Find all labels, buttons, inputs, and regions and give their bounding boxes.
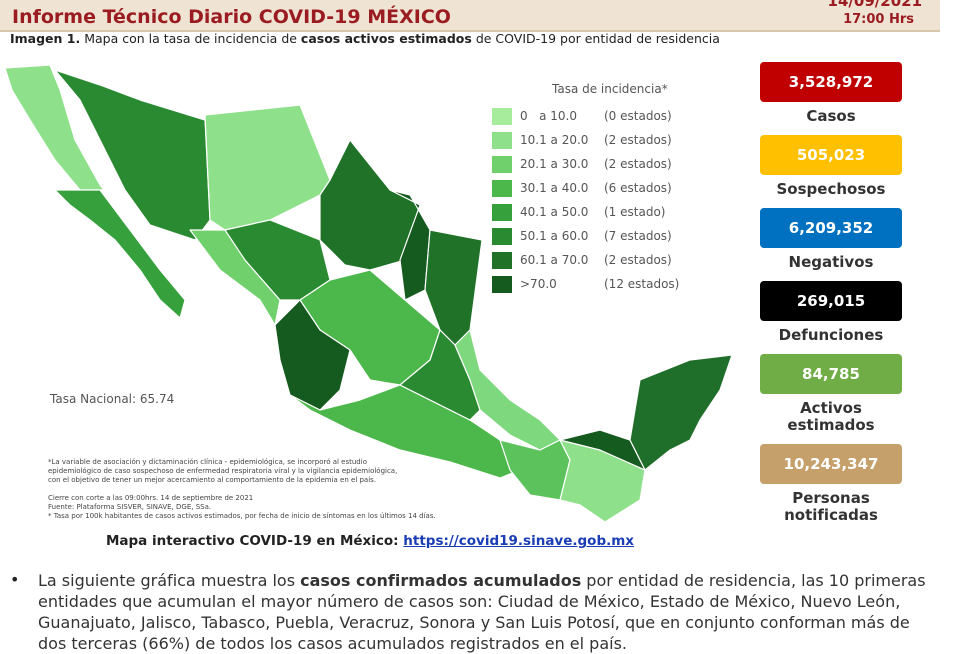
text-segment: casos activos estimados bbox=[300, 31, 472, 46]
legend-count: (2 estados) bbox=[604, 133, 672, 147]
legend-row: 20.1 a 30.0 (2 estados) bbox=[492, 152, 692, 176]
legend-items: 0 a 10.0 (0 estados) 10.1 a 20.0 (2 estados… bbox=[492, 104, 692, 296]
note-line: Fuente: Plataforma SISVER, SINAVE, DGE, … bbox=[48, 503, 212, 511]
note-line: epidemiológico de caso sospechoso de enf… bbox=[48, 467, 398, 475]
text-segment: La siguiente gráfica muestra los bbox=[38, 571, 301, 590]
note-line: con el objetivo de tener un mejor acerca… bbox=[48, 476, 377, 484]
stat-label-line: Personas bbox=[792, 489, 870, 507]
paragraph: La siguiente gráfica muestra los casos c… bbox=[38, 570, 938, 654]
legend-count: (7 estados) bbox=[604, 229, 672, 243]
legend-swatch bbox=[492, 275, 512, 293]
legend-count: (0 estados) bbox=[604, 109, 672, 123]
legend-range: 30.1 a 40.0 bbox=[520, 181, 589, 195]
legend-range: 0 a 10.0 bbox=[520, 109, 577, 123]
state-shape bbox=[389, 189, 431, 301]
mexico-map bbox=[4, 64, 733, 523]
stat-label: Personas notificadas bbox=[760, 490, 902, 524]
stat-label-line: Activos bbox=[800, 399, 862, 417]
note-line: * Tasa por 100k habitantes de casos acti… bbox=[48, 512, 436, 520]
text-segment: Imagen 1. bbox=[10, 31, 81, 46]
text-segment: Mapa con la tasa de incidencia de bbox=[80, 31, 301, 46]
report-time: 17:00 Hrs bbox=[843, 12, 914, 27]
legend-row: 40.1 a 50.0 (1 estado) bbox=[492, 200, 692, 224]
stat-label: Negativos bbox=[760, 254, 902, 271]
state-shape bbox=[4, 64, 105, 191]
stat-box: 10,243,347 bbox=[760, 444, 902, 484]
state-shape bbox=[54, 189, 186, 319]
map-legend: Tasa de incidencia* 0 a 10.0 (0 estados) 1… bbox=[492, 82, 692, 296]
state-shape bbox=[204, 104, 331, 231]
legend-title: Tasa de incidencia* bbox=[552, 82, 668, 96]
legend-range: >70.0 bbox=[520, 277, 557, 291]
text-segment: casos confirmados acumulados bbox=[300, 571, 582, 590]
legend-range: 60.1 a 70.0 bbox=[520, 253, 589, 267]
legend-swatch bbox=[492, 203, 512, 221]
stat-label: Casos bbox=[760, 108, 902, 125]
legend-swatch bbox=[492, 179, 512, 197]
map-notes: *La variable de asociación y dictaminaci… bbox=[48, 458, 436, 521]
state-shape bbox=[319, 139, 421, 271]
legend-row: 50.1 a 60.0 (7 estados) bbox=[492, 224, 692, 248]
legend-row: 0 a 10.0 (0 estados) bbox=[492, 104, 692, 128]
stat-box: 505,023 bbox=[760, 135, 902, 175]
link-line: Mapa interactivo COVID-19 en México: htt… bbox=[0, 533, 740, 549]
text-segment: de COVID-19 por entidad de residencia bbox=[471, 31, 720, 46]
legend-swatch bbox=[492, 251, 512, 269]
legend-swatch bbox=[492, 155, 512, 173]
legend-row: 10.1 a 20.0 (2 estados) bbox=[492, 128, 692, 152]
stat-box: 3,528,972 bbox=[760, 62, 902, 102]
legend-swatch bbox=[492, 227, 512, 245]
legend-count: (2 estados) bbox=[604, 157, 672, 171]
state-shape bbox=[54, 69, 211, 241]
legend-range: 40.1 a 50.0 bbox=[520, 205, 589, 219]
state-shape bbox=[499, 439, 571, 501]
stat-label-line: notificadas bbox=[784, 506, 878, 524]
national-rate: Tasa Nacional: 65.74 bbox=[50, 392, 175, 406]
stats-panel: 3,528,972 Casos 505,023 Sospechosos 6,209,35… bbox=[760, 62, 902, 534]
stat-label-line: estimados bbox=[787, 416, 875, 434]
legend-swatch bbox=[492, 107, 512, 125]
report-date: 14/09/2021 bbox=[827, 0, 922, 10]
legend-range: 10.1 a 20.0 bbox=[520, 133, 589, 147]
bullet: • bbox=[10, 570, 20, 589]
stat-label-line: Defunciones bbox=[778, 326, 884, 344]
legend-row: >70.0 (12 estados) bbox=[492, 272, 692, 296]
state-shape bbox=[629, 354, 733, 471]
stat-label-line: Casos bbox=[806, 107, 856, 125]
stat-label-line: Negativos bbox=[788, 253, 874, 271]
legend-range: 50.1 a 60.0 bbox=[520, 229, 589, 243]
legend-row: 30.1 a 40.0 (6 estados) bbox=[492, 176, 692, 200]
stat-label-line: Sospechosos bbox=[776, 180, 886, 198]
legend-count: (2 estados) bbox=[604, 253, 672, 267]
link-label: Mapa interactivo COVID-19 en México: bbox=[105, 533, 399, 549]
stat-label: Sospechosos bbox=[760, 181, 902, 198]
legend-swatch bbox=[492, 131, 512, 149]
state-shape bbox=[274, 299, 351, 411]
stat-label: Activos estimados bbox=[760, 400, 902, 434]
legend-row: 60.1 a 70.0 (2 estados) bbox=[492, 248, 692, 272]
stat-label: Defunciones bbox=[760, 327, 902, 344]
note-line: *La variable de asociación y dictaminaci… bbox=[48, 458, 367, 466]
header-bar: Informe Técnico Diario COVID-19 MÉXICO 1… bbox=[0, 0, 940, 32]
stat-box: 84,785 bbox=[760, 354, 902, 394]
page: Informe Técnico Diario COVID-19 MÉXICO 1… bbox=[0, 0, 940, 653]
figure-caption: Imagen 1. Mapa con la tasa de incidencia… bbox=[10, 31, 720, 46]
stat-box: 6,209,352 bbox=[760, 208, 902, 248]
legend-count: (1 estado) bbox=[604, 205, 666, 219]
legend-range: 20.1 a 30.0 bbox=[520, 157, 589, 171]
map-link[interactable]: https://covid19.sinave.gob.mx bbox=[403, 533, 635, 549]
legend-count: (12 estados) bbox=[604, 277, 680, 291]
legend-count: (6 estados) bbox=[604, 181, 672, 195]
report-title: Informe Técnico Diario COVID-19 MÉXICO bbox=[12, 6, 451, 28]
stat-box: 269,015 bbox=[760, 281, 902, 321]
note-line: Cierre con corte a las 09:00hrs. 14 de s… bbox=[48, 494, 254, 502]
